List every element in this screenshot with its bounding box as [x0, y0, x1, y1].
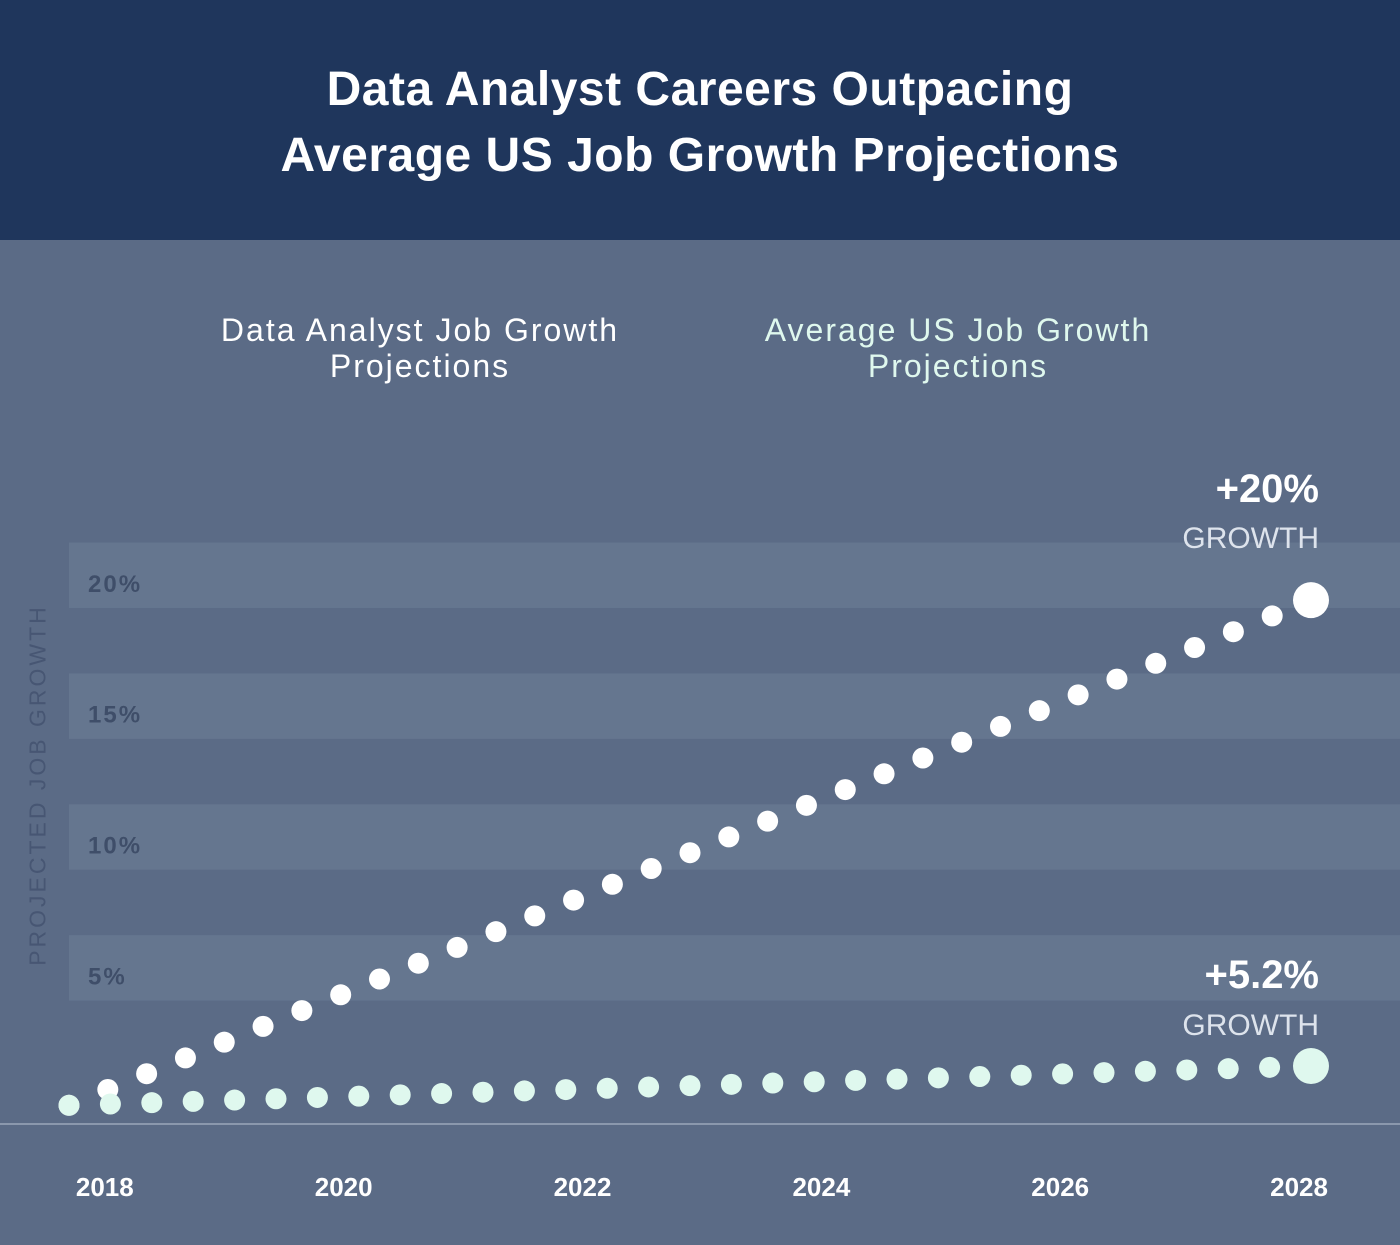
data-analyst-point [718, 826, 740, 848]
grid-band-15 [69, 673, 1400, 739]
x-tick-label-2026: 2026 [1031, 1172, 1089, 1202]
y-tick-label-10: 10% [88, 833, 142, 860]
us-average-point [513, 1080, 535, 1102]
data-analyst-point [213, 1031, 235, 1053]
us-average-point [306, 1086, 328, 1108]
us-average-point [1293, 1048, 1329, 1085]
data-analyst-point [951, 731, 973, 753]
us-average-point [1217, 1058, 1239, 1080]
us-average-point [1134, 1060, 1156, 1082]
data-analyst-point [1028, 700, 1050, 722]
us-average-point [265, 1088, 287, 1110]
chart-title-line-2: Average US Job Growth Projections [280, 129, 1120, 182]
us-average-end-growth-label: GROWTH [1182, 1009, 1319, 1042]
data-analyst-point [795, 794, 817, 816]
data-analyst-end-value: +20% [1216, 467, 1319, 511]
x-tick-label-2024: 2024 [792, 1172, 850, 1202]
us-average-point [1052, 1063, 1074, 1085]
us-average-point [472, 1081, 494, 1103]
data-analyst-point [174, 1047, 196, 1069]
us-average-point [141, 1092, 163, 1114]
us-average-point [927, 1067, 949, 1089]
us-average-point [58, 1094, 80, 1116]
x-tick-label-2020: 2020 [315, 1172, 373, 1202]
us-average-point [1010, 1064, 1032, 1086]
legend-us-average: Average US Job Growth Projections [764, 312, 1152, 384]
us-average-point [348, 1085, 370, 1107]
data-analyst-point [563, 889, 585, 911]
data-analyst-point [524, 905, 546, 927]
grid-band-5 [69, 935, 1400, 1001]
data-analyst-point [912, 747, 934, 769]
data-analyst-point [1145, 652, 1167, 674]
chart-header: Data Analyst Careers Outpacing Average U… [0, 0, 1400, 240]
data-analyst-point [1293, 582, 1329, 619]
data-analyst-point [291, 1000, 313, 1022]
data-analyst-point [485, 921, 507, 943]
data-analyst-point [407, 952, 429, 974]
data-analyst-point [1261, 605, 1283, 627]
data-analyst-point [1067, 684, 1089, 706]
us-average-point [596, 1077, 618, 1099]
data-analyst-point [136, 1063, 158, 1085]
us-average-point [1176, 1059, 1198, 1081]
us-average-end-value: +5.2% [1204, 953, 1319, 997]
us-average-point [969, 1066, 991, 1088]
data-analyst-point [679, 842, 701, 864]
us-average-point [886, 1068, 908, 1090]
y-tick-label-5: 5% [88, 963, 127, 990]
legend-data-analyst: Data Analyst Job Growth Projections [220, 312, 620, 384]
chart-title-line-1: Data Analyst Careers Outpacing [326, 63, 1074, 116]
data-analyst-point [252, 1015, 274, 1037]
us-average-point [99, 1093, 121, 1115]
y-tick-label-20: 20% [88, 571, 142, 598]
us-average-point [1093, 1062, 1115, 1084]
data-analyst-point [640, 858, 662, 880]
us-average-point [1259, 1056, 1281, 1078]
us-average-point [845, 1069, 867, 1091]
data-analyst-point [330, 984, 352, 1006]
us-average-point [803, 1071, 825, 1093]
data-analyst-point [446, 936, 468, 958]
us-average-point [762, 1072, 784, 1094]
us-average-point [389, 1084, 411, 1106]
data-analyst-point [601, 873, 623, 895]
us-average-point [679, 1075, 701, 1097]
x-tick-label-2018: 2018 [76, 1172, 134, 1202]
us-average-point [431, 1083, 453, 1105]
us-average-point [638, 1076, 660, 1098]
data-analyst-point [873, 763, 895, 785]
grid-band-20 [69, 542, 1400, 608]
data-analyst-point [1222, 621, 1244, 643]
data-analyst-end-growth-label: GROWTH [1182, 522, 1319, 555]
data-analyst-point [757, 810, 779, 832]
data-analyst-point [990, 715, 1011, 737]
data-analyst-point [1106, 668, 1128, 690]
data-analyst-point [1184, 636, 1206, 658]
data-analyst-point [834, 779, 856, 801]
x-tick-label-2022: 2022 [554, 1172, 612, 1202]
us-average-point [182, 1090, 204, 1112]
us-average-point [555, 1079, 577, 1101]
data-analyst-point [369, 968, 390, 990]
y-tick-label-15: 15% [88, 702, 142, 729]
x-tick-label-2028: 2028 [1270, 1172, 1328, 1202]
us-average-point [224, 1089, 246, 1111]
us-average-point [720, 1073, 742, 1095]
